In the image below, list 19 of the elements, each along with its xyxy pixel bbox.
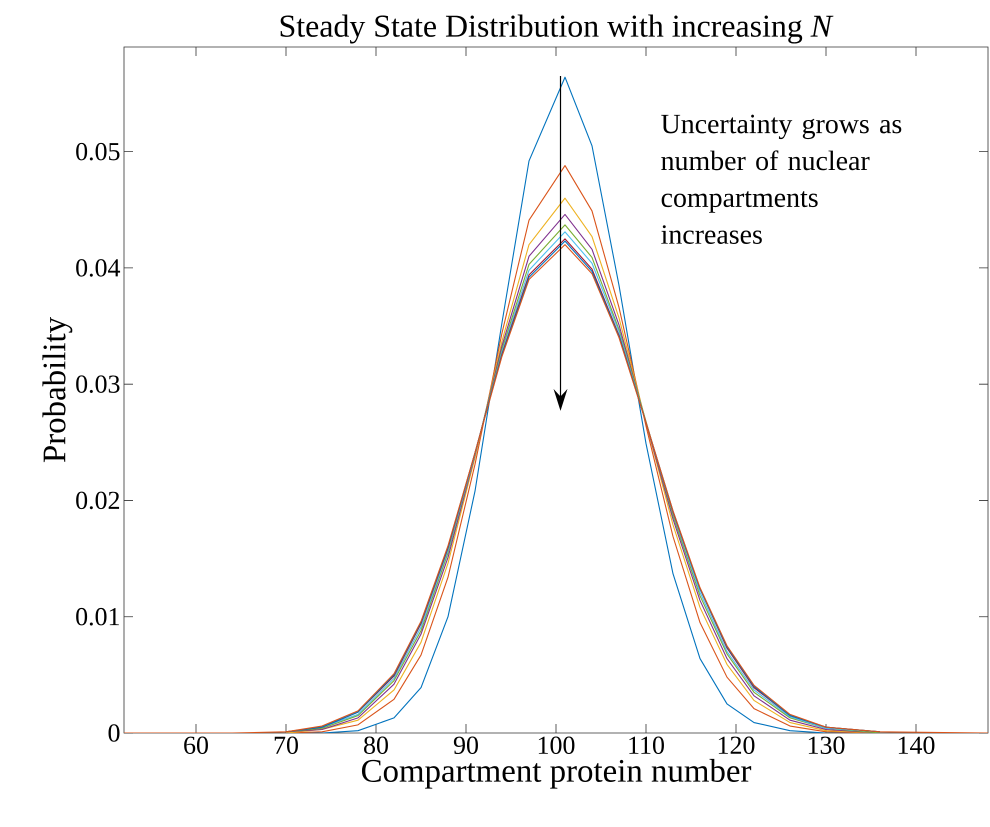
y-tick-label: 0.05 bbox=[76, 142, 120, 160]
x-tick-label: 90 bbox=[454, 736, 478, 754]
chart-title: Steady State Distribution with increasing N bbox=[280, 14, 834, 44]
x-tick-label: 130 bbox=[808, 736, 844, 754]
x-tick-label: 140 bbox=[898, 736, 934, 754]
annotation: Uncertainty grows as number of nuclear compartments increases bbox=[661, 114, 902, 244]
x-tick-label: 120 bbox=[718, 736, 754, 754]
x-tick-label: 70 bbox=[274, 736, 298, 754]
x-tick-label: 100 bbox=[538, 736, 574, 754]
y-axis-title: Probability bbox=[42, 317, 72, 462]
y-tick-label: 0.04 bbox=[76, 259, 120, 277]
x-axis-title: Compartment protein number bbox=[362, 758, 752, 789]
y-tick-label: 0.02 bbox=[76, 492, 120, 510]
x-tick-label: 110 bbox=[629, 736, 664, 754]
y-tick-label: 0 bbox=[108, 724, 120, 742]
x-tick-label: 60 bbox=[184, 736, 208, 754]
y-tick-label: 0.03 bbox=[76, 375, 120, 393]
x-tick-label: 80 bbox=[364, 736, 388, 754]
y-tick-label: 0.01 bbox=[76, 608, 119, 626]
